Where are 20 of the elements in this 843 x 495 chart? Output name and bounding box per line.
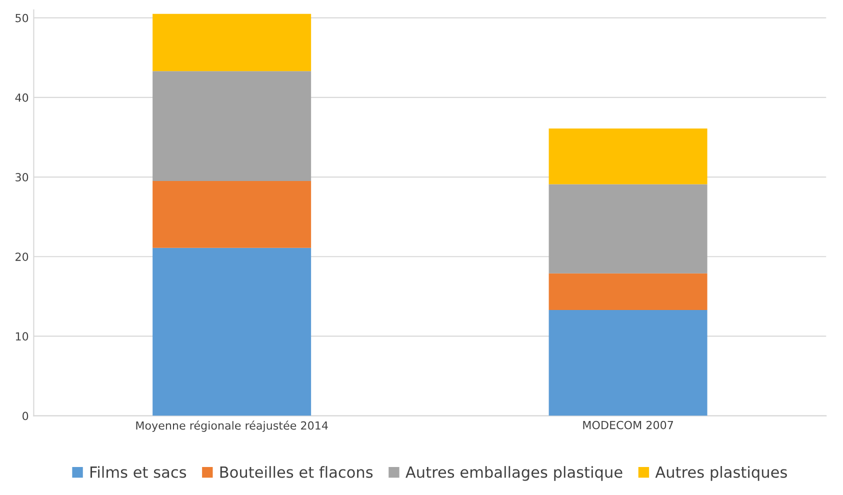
y-tick-label: 30	[16, 173, 28, 182]
x-tick-label: Moyenne régionale réajustée 2014	[136, 420, 328, 432]
x-tick-label: MODECOM 2007	[583, 420, 673, 430]
bar	[548, 310, 708, 416]
bar	[152, 14, 312, 72]
bar	[548, 184, 708, 274]
bar	[152, 71, 312, 182]
legend-label: Autres emballages plastique	[406, 466, 622, 481]
bar	[152, 248, 312, 416]
y-tick-label: 20	[16, 252, 28, 262]
legend-label: Autres plastiques	[655, 466, 787, 481]
legend-label: Bouteilles et flacons	[220, 466, 373, 478]
bar	[548, 273, 708, 310]
bar	[152, 181, 312, 248]
y-tick-label: 40	[15, 93, 28, 102]
legend-label: Films et sacs	[90, 466, 186, 478]
y-tick-label: 10	[16, 332, 28, 341]
y-tick-label: 0	[22, 412, 28, 420]
y-tick-label: 50	[16, 14, 28, 22]
bar	[548, 128, 708, 184]
